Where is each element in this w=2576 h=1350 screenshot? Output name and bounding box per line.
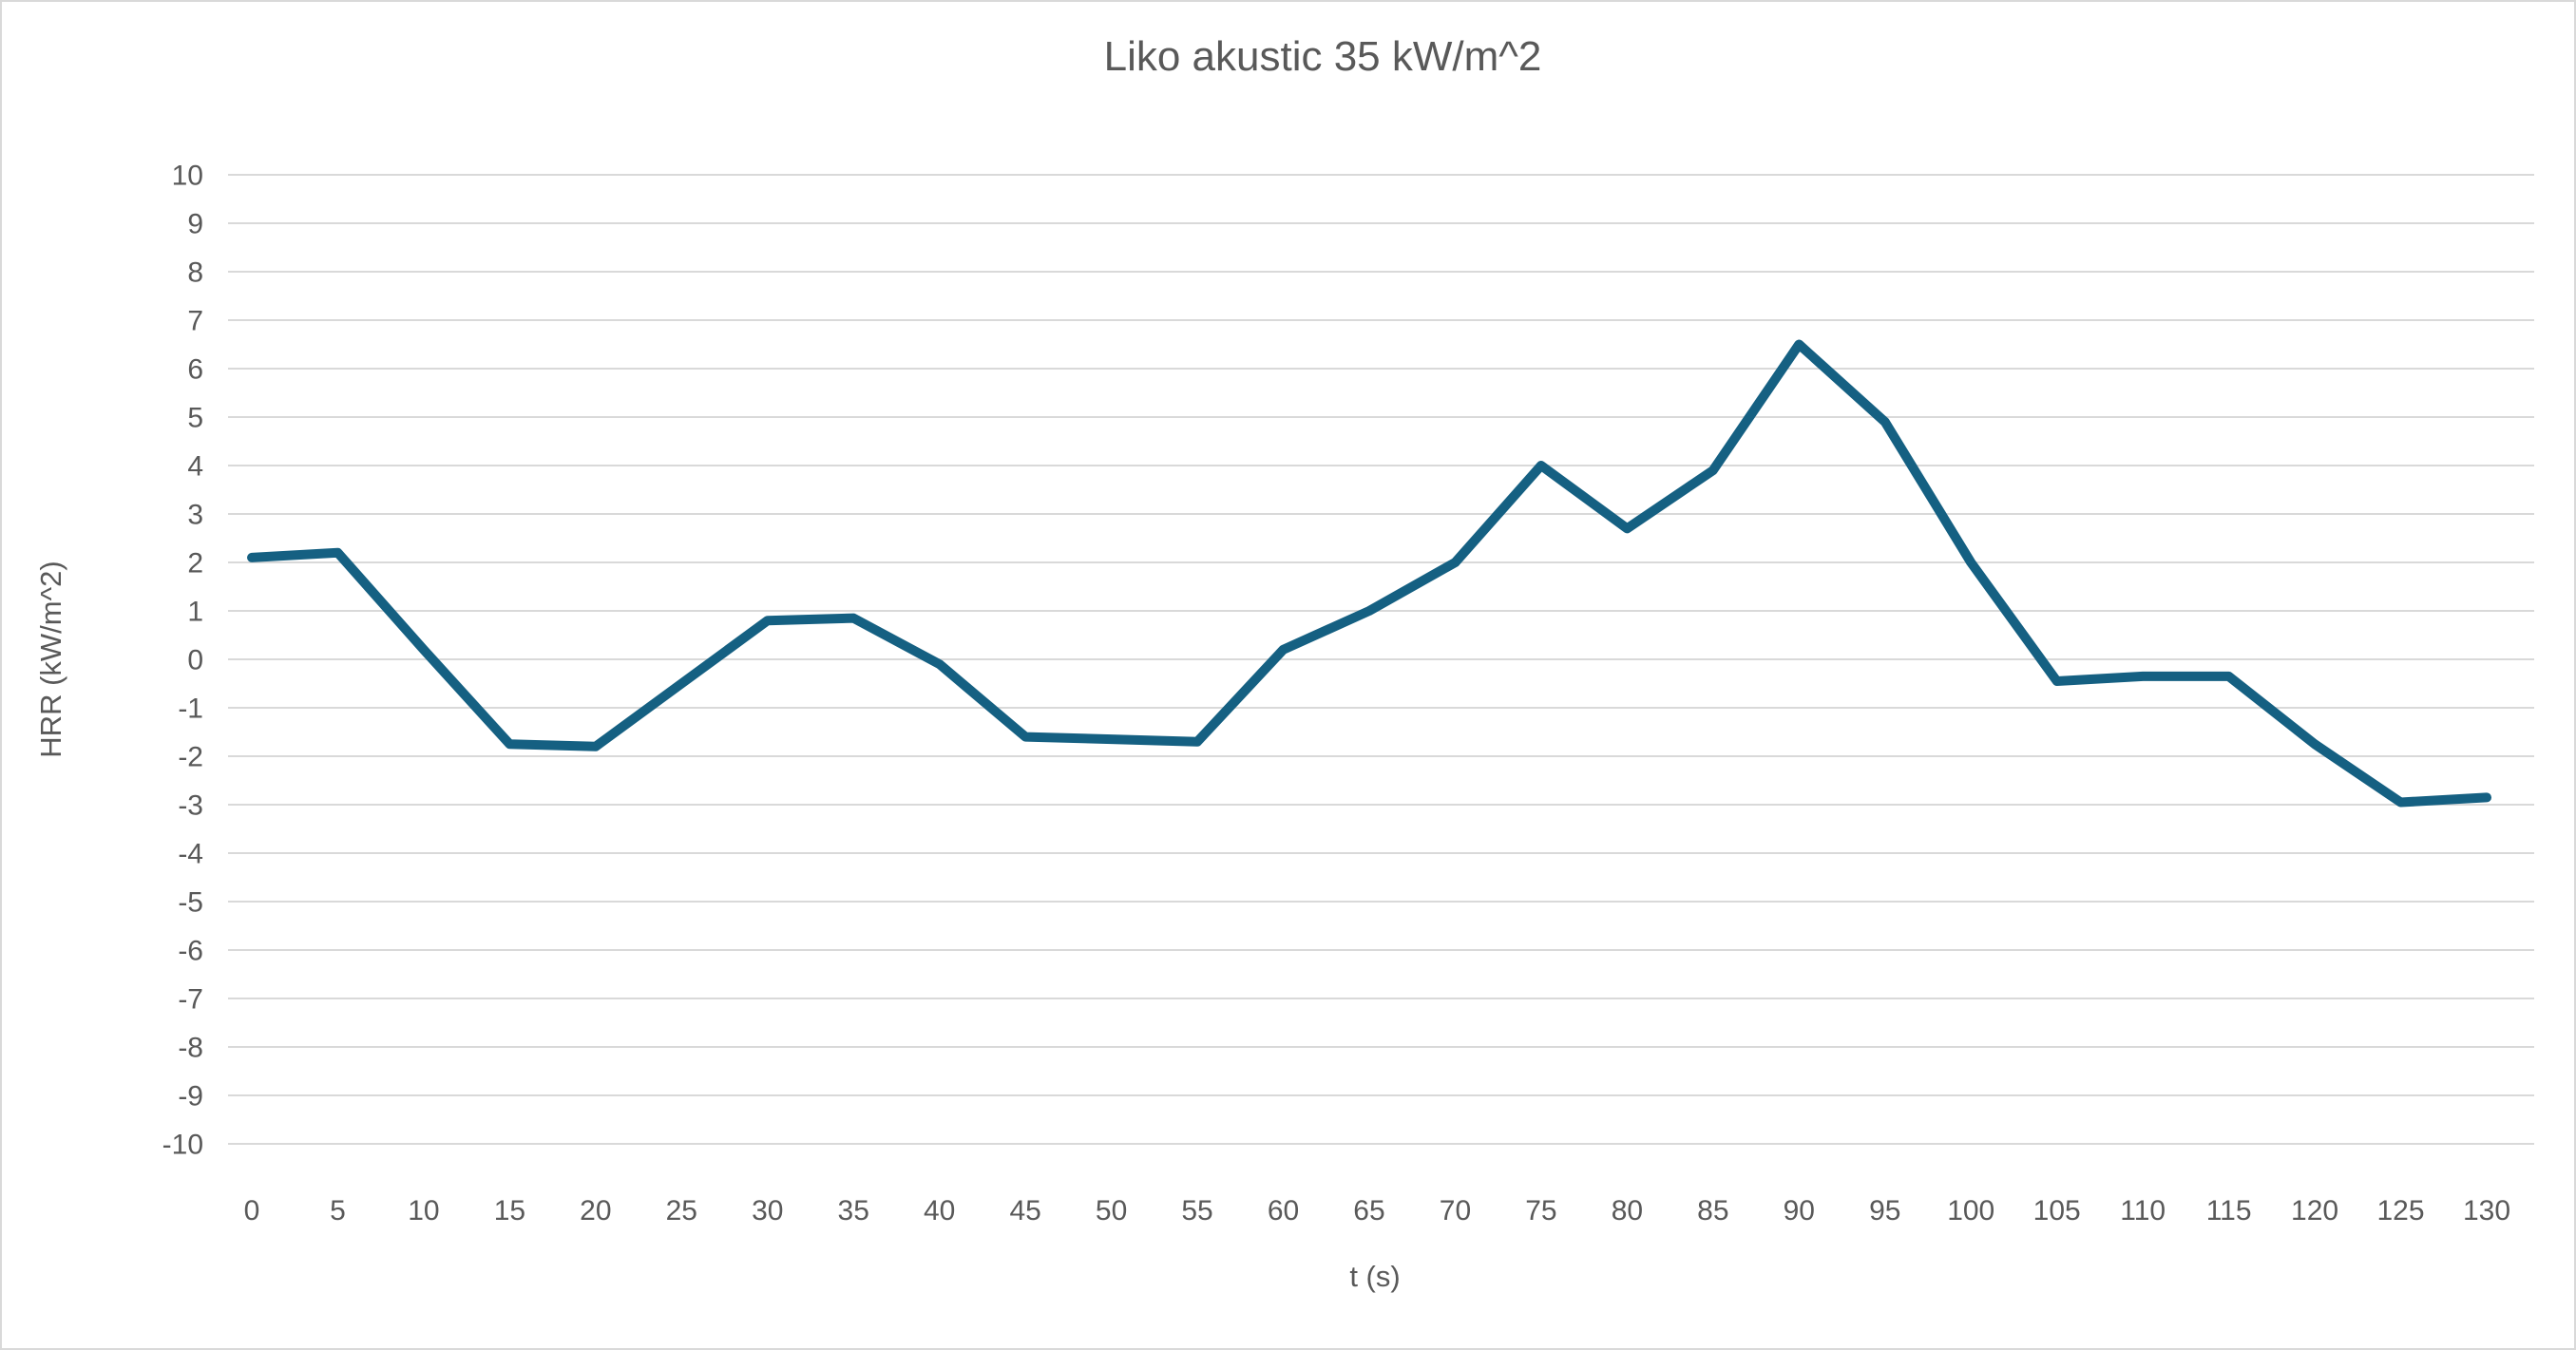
x-tick-label: 10 [408,1195,439,1226]
x-tick-label: 20 [580,1195,611,1226]
x-tick-label: 85 [1697,1195,1728,1226]
y-tick-label: -9 [178,1081,203,1112]
x-axis-tick-labels: 0 5 10 15 20 25 30 35 40 45 50 55 60 65 70 75 80 85 90 95 10… [244,1195,2510,1226]
x-tick-label: 45 [1009,1195,1040,1226]
x-tick-label: 90 [1784,1195,1815,1226]
x-tick-label: 50 [1096,1195,1127,1226]
x-tick-label: 80 [1612,1195,1643,1226]
y-tick-label: 2 [187,548,203,580]
x-tick-label: 120 [2291,1195,2338,1226]
y-tick-label: -10 [162,1130,203,1161]
x-tick-label: 5 [330,1195,346,1226]
x-tick-label: 35 [838,1195,869,1226]
x-tick-label: 65 [1353,1195,1384,1226]
hrr-series-line [247,339,2491,808]
gridlines-group [228,174,2534,1145]
x-tick-label: 30 [752,1195,783,1226]
y-tick-label: -1 [178,694,203,725]
y-tick-label: 5 [187,403,203,434]
x-tick-label: 70 [1440,1195,1471,1226]
x-tick-label: 15 [494,1195,525,1226]
x-tick-label: 75 [1525,1195,1556,1226]
x-tick-label: 55 [1181,1195,1212,1226]
y-tick-label: -2 [178,742,203,773]
x-tick-label: 40 [924,1195,955,1226]
y-axis-title: HRR (kW/m^2) [34,561,67,757]
y-tick-label: 8 [187,257,203,289]
x-tick-label: 115 [2206,1195,2252,1226]
y-tick-label: 3 [187,500,203,531]
x-tick-label: 125 [2377,1195,2425,1226]
y-tick-label: 10 [172,161,203,192]
chart-title: Liko akustic 35 kW/m^2 [1104,33,1542,80]
x-tick-label: 0 [244,1195,260,1226]
x-tick-label: 110 [2120,1195,2166,1226]
x-tick-label: 60 [1268,1195,1299,1226]
y-tick-label: -7 [178,984,203,1016]
y-tick-label: 0 [187,645,203,676]
x-axis-title: t (s) [1349,1260,1400,1293]
y-tick-label: 6 [187,354,203,386]
y-tick-label: -5 [178,887,203,919]
y-tick-label: 7 [187,306,203,337]
x-tick-label: 130 [2463,1195,2510,1226]
x-tick-label: 105 [2033,1195,2081,1226]
x-tick-label: 25 [666,1195,697,1226]
x-tick-label: 95 [1869,1195,1900,1226]
y-tick-label: -6 [178,936,203,967]
y-tick-label: 1 [187,597,203,628]
y-tick-label: 4 [187,451,203,483]
y-tick-label: -8 [178,1033,203,1064]
y-tick-label: -4 [178,839,203,870]
y-tick-label: -3 [178,790,203,822]
y-tick-label: 9 [187,209,203,240]
x-tick-label: 100 [1947,1195,1994,1226]
